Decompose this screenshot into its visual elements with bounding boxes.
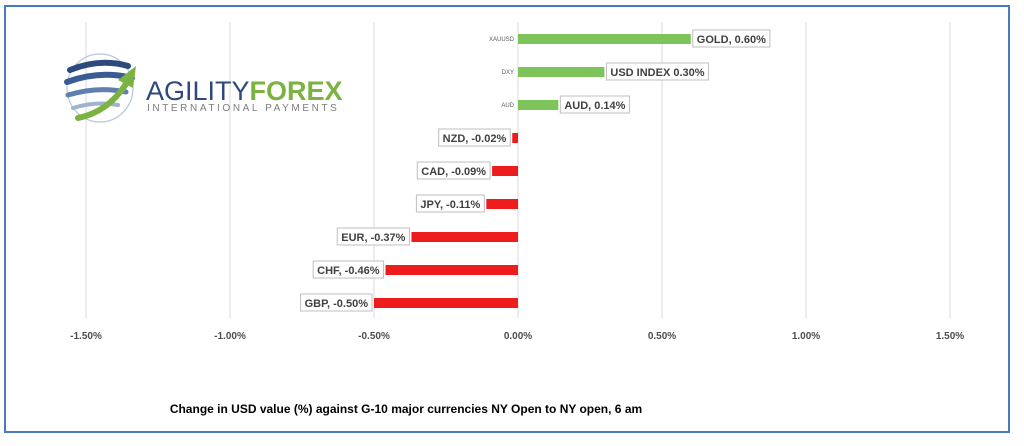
- axis-ticks: -1.50% -1.00% -0.50% 0.00% 0.50% 1.00% 1.50%: [70, 331, 964, 342]
- x-tick-label: 1.00%: [792, 331, 820, 342]
- bar: [411, 232, 518, 242]
- data-label-text: JPY, -0.11%: [420, 199, 480, 211]
- data-label: GBP, -0.50%: [300, 293, 373, 312]
- data-label-box: [605, 62, 710, 81]
- x-tick-label: -1.50%: [70, 331, 102, 342]
- data-label-box: [692, 29, 771, 48]
- data-label-text: NZD, -0.02%: [443, 133, 507, 145]
- data-label: USD INDEX 0.30%: [605, 62, 710, 81]
- bar: [374, 298, 518, 308]
- data-label: AUD, 0.14%: [559, 95, 630, 114]
- data-label-text: GBP, -0.50%: [305, 298, 369, 310]
- data-label-box: [312, 260, 385, 279]
- bar: [492, 166, 518, 176]
- data-label-box: [300, 293, 373, 312]
- bar: [518, 34, 691, 44]
- x-tick-label: -1.00%: [214, 331, 246, 342]
- chart-caption: Change in USD value (%) against G-10 maj…: [170, 402, 642, 416]
- category-label: DXY: [502, 70, 514, 76]
- logo-word-forex: FOREX: [250, 76, 343, 106]
- data-label-box: [415, 194, 485, 213]
- data-label-text: GOLD, 0.60%: [697, 34, 766, 46]
- agility-forex-logo: AGILITYFOREX INTERNATIONAL PAYMENTS: [64, 53, 343, 123]
- category-label: AUD: [501, 103, 514, 109]
- bar: [518, 67, 605, 77]
- data-label-box: [336, 227, 410, 246]
- data-label-text: AUD, 0.14%: [564, 100, 625, 112]
- data-label-text: EUR, -0.37%: [341, 232, 405, 244]
- data-label: EUR, -0.37%: [336, 227, 410, 246]
- data-label-text: CAD, -0.09%: [421, 166, 486, 178]
- x-tick-label: 0.00%: [504, 331, 532, 342]
- logo-subtitle: INTERNATIONAL PAYMENTS: [147, 103, 339, 114]
- bars: XAUUSD GOLD, 0.60% DXY USD INDEX 0.30% AUD AU…: [300, 29, 771, 312]
- bar: [512, 133, 518, 143]
- data-label: JPY, -0.11%: [415, 194, 485, 213]
- data-label: GOLD, 0.60%: [692, 29, 771, 48]
- svg-text:AGILITYFOREX: AGILITYFOREX: [146, 76, 343, 106]
- data-label: CAD, -0.09%: [416, 161, 491, 180]
- x-tick-label: 1.50%: [936, 331, 964, 342]
- bar: [486, 199, 518, 209]
- data-label-box: [438, 128, 511, 147]
- x-tick-label: 0.50%: [648, 331, 676, 342]
- bar: [518, 100, 559, 110]
- data-label-box: [416, 161, 491, 180]
- data-label-box: [559, 95, 630, 114]
- globe-swoosh-icon: [64, 53, 136, 123]
- bar: [385, 265, 518, 275]
- category-label: XAUUSD: [489, 37, 515, 43]
- data-label-text: CHF, -0.46%: [317, 265, 380, 277]
- logo-word-agility: AGILITY: [146, 76, 250, 106]
- data-label: CHF, -0.46%: [312, 260, 385, 279]
- data-label: NZD, -0.02%: [438, 128, 511, 147]
- data-label-text: USD INDEX 0.30%: [610, 67, 704, 79]
- chart-frame: [4, 5, 1010, 433]
- x-tick-label: -0.50%: [358, 331, 390, 342]
